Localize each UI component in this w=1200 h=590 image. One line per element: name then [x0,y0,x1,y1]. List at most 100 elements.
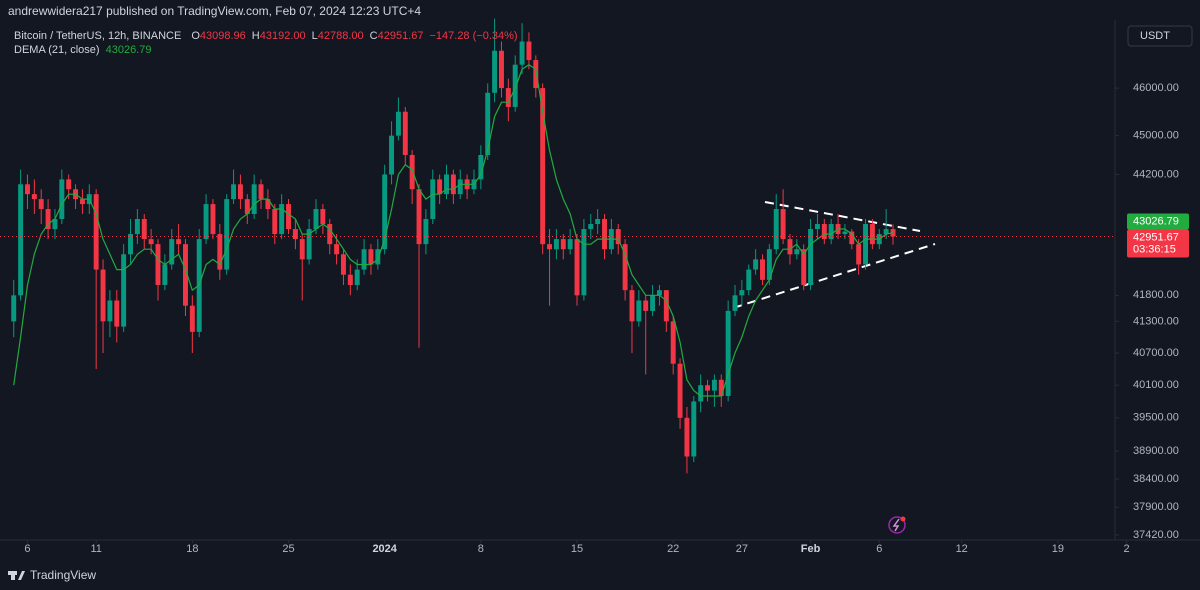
candle-body [814,224,820,230]
candle-body [732,295,738,311]
last-price-box [1127,229,1189,258]
candle-body [533,60,539,89]
candle-body [821,224,827,240]
candle-body [340,254,346,275]
candle-body [773,209,779,250]
candle-body [485,92,491,155]
candle-body [711,379,717,391]
candle-body [444,174,449,195]
candle-body [643,300,649,311]
candle-body [176,239,182,245]
candle-body [361,249,367,270]
candle-body [313,209,319,230]
candle-body [595,219,601,225]
candle-body [670,321,676,364]
candle-body [286,204,291,230]
x-tick-label: 8 [478,543,484,555]
indicator-price-box [1127,213,1189,230]
candle-body [25,184,30,195]
candle-body [650,295,656,311]
candle-body [121,254,127,327]
candle-body [258,184,264,200]
candle-body [395,111,401,136]
brand-logo [8,571,25,580]
candle-body [615,229,621,245]
candle-body [93,194,99,270]
candle-body [588,224,594,230]
y-tick-label: 39500.00 [1133,412,1179,424]
candle-body [182,244,188,306]
candle-body [347,274,353,285]
candle-body [389,135,395,175]
candle-body [512,64,518,107]
candle-body [766,249,772,280]
y-tick-label: 40100.00 [1133,379,1179,391]
candle-body [11,295,17,322]
candle-body [856,244,862,265]
x-tick-label: 2 [1124,543,1130,555]
candle-body [808,229,814,285]
y-tick-label: 44200.00 [1133,168,1179,180]
y-tick-label: 41300.00 [1133,315,1179,327]
alert-icon [888,516,906,534]
candle-body [368,249,374,265]
candle-body [553,239,559,250]
x-tick-label: 6 [876,543,882,555]
candle-body [306,229,312,260]
indicator-legend: DEMA (21, close) 43026.79 [14,44,151,56]
candle-body [189,305,195,332]
candle-body [581,229,587,296]
candle-body [134,219,140,235]
x-tick-label: 12 [956,543,968,555]
candle-body [327,224,333,245]
candle-body [828,224,834,240]
candle-body [691,401,697,457]
candle-body [320,209,326,225]
published-line: andrewwidera217 published on TradingView… [8,4,421,18]
candle-body [272,209,278,235]
candle-body [265,199,271,210]
change: −147.28 (−0.34%) [429,30,517,42]
candle-body [237,184,243,200]
candle-body [505,88,511,107]
y-tick-label: 37420.00 [1133,529,1179,541]
candle-body [677,363,683,418]
candle-body [629,290,635,322]
candle-body [753,259,759,270]
indicator-name: DEMA (21, close) [14,44,100,56]
candle-body [31,194,37,200]
y-tick-label: 37900.00 [1133,501,1179,513]
candle-body [574,239,580,296]
y-tick-label: 41800.00 [1133,289,1179,301]
candle-body [59,179,65,220]
candle-body [739,290,745,296]
candle-body [863,224,869,265]
brand-name: TradingView [30,568,96,582]
x-tick-label: 11 [90,543,101,555]
candle-body [18,184,24,296]
candle-body [107,300,113,322]
candle-body [437,179,443,195]
y-tick-label: 46000.00 [1133,82,1179,94]
last-price: 42951.67 [1133,231,1179,243]
candle-body [162,264,168,285]
candle-body [279,204,285,235]
y-tick-label: 38400.00 [1133,473,1179,485]
candle-body [169,239,175,265]
x-tick-label: 18 [186,543,198,555]
candle-body [203,204,209,240]
ohlc-value: 42788.00 [318,30,364,42]
candle-body [402,111,408,155]
ohlc-prefix: H [252,30,260,42]
candle-body [231,184,237,200]
candle-body [567,239,573,250]
indicator-price: 43026.79 [1133,215,1179,227]
ohlc-value: 43192.00 [260,30,306,42]
candle-body [801,249,807,285]
candle-body [492,50,498,93]
currency-box [1127,25,1193,47]
candle-body [430,179,436,220]
candle-body [52,219,58,230]
candle-body [38,199,44,210]
